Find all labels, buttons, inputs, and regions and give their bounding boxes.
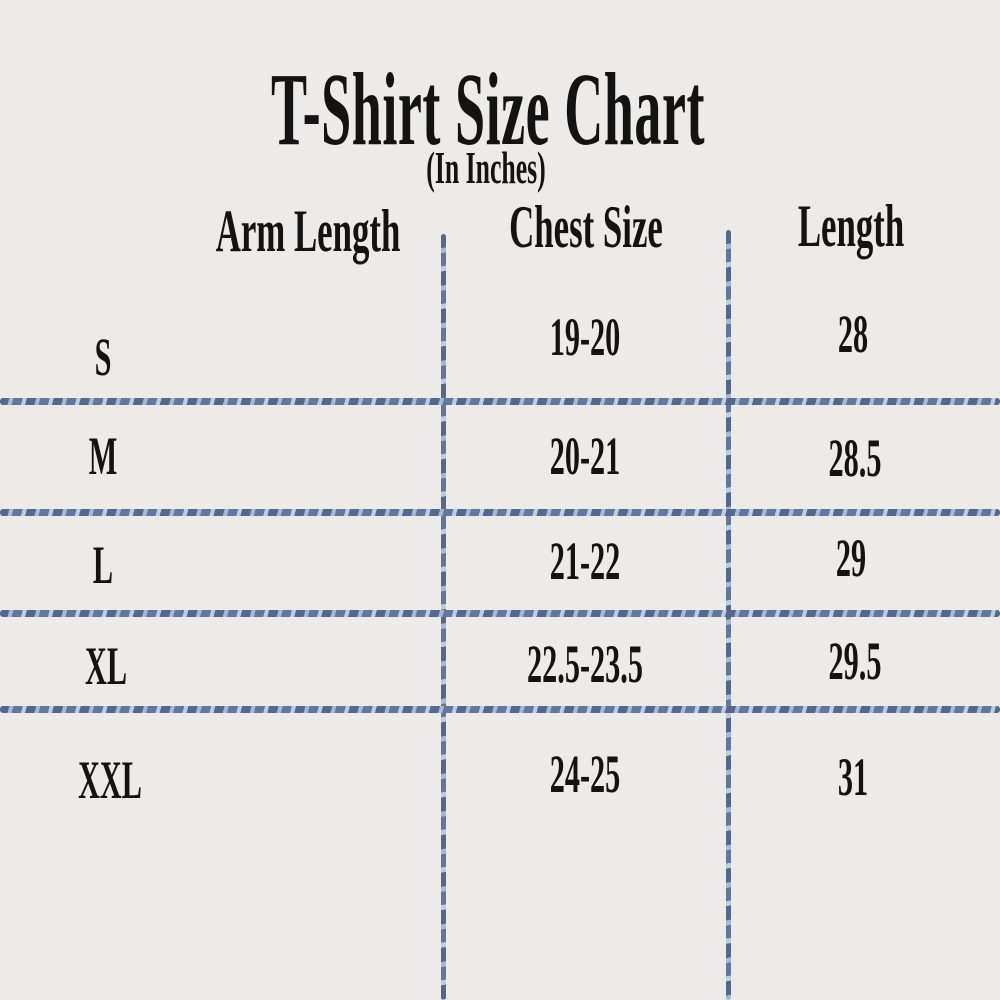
chest-size-cell: 24-25 bbox=[549, 744, 621, 804]
size-label: M bbox=[88, 426, 118, 486]
chest-size-cell: 22.5-23.5 bbox=[527, 634, 643, 694]
page-title: T-Shirt Size Chart bbox=[270, 52, 706, 167]
row-divider-line-4 bbox=[0, 706, 1000, 713]
length-cell: 28 bbox=[837, 304, 869, 364]
size-label: XXL bbox=[78, 750, 142, 810]
row-divider-line-3 bbox=[0, 610, 1000, 617]
size-label: L bbox=[92, 535, 114, 595]
column-header-length: Length bbox=[797, 193, 905, 259]
column-header-arm-length: Arm Length bbox=[215, 198, 401, 264]
size-label: XL bbox=[84, 636, 128, 696]
chest-size-cell: 20-21 bbox=[549, 426, 621, 486]
chest-size-cell: 21-22 bbox=[549, 531, 621, 591]
column-header-chest-size: Chest Size bbox=[509, 194, 663, 260]
chest-size-cell: 19-20 bbox=[549, 307, 621, 367]
column-divider-line-1 bbox=[441, 234, 446, 1000]
page-subtitle: (In Inches) bbox=[426, 142, 546, 193]
length-cell: 29 bbox=[835, 528, 867, 588]
row-divider-line-1 bbox=[0, 398, 1000, 405]
row-divider-line-2 bbox=[0, 509, 1000, 516]
length-cell: 29.5 bbox=[828, 631, 882, 691]
length-cell: 28.5 bbox=[828, 428, 882, 488]
length-cell: 31 bbox=[837, 747, 869, 807]
size-label: S bbox=[94, 327, 112, 387]
